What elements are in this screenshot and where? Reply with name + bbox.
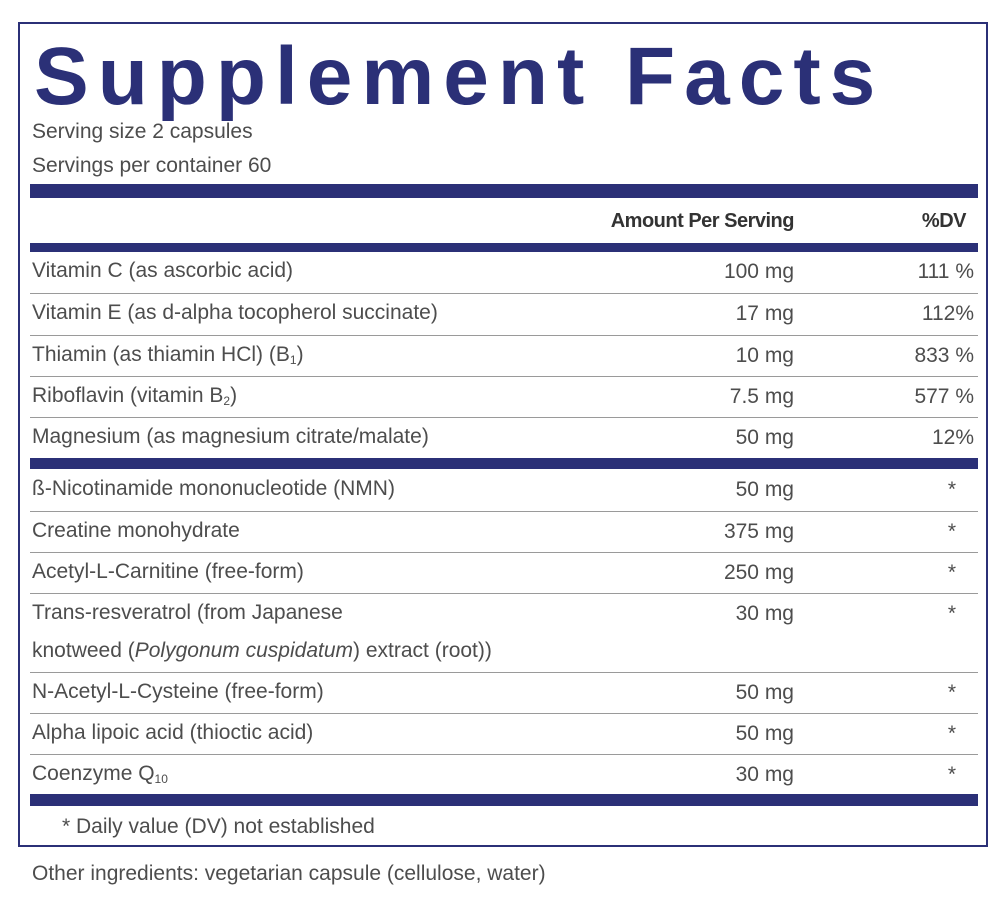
facts-box: Supplement Facts Serving size 2 capsules…: [18, 22, 988, 847]
amount: 30 mg: [735, 602, 794, 625]
row: Coenzyme Q10 30 mg *: [30, 755, 978, 794]
nutrient: Coenzyme Q10: [32, 755, 168, 798]
dv: 577 %: [914, 385, 974, 408]
row: Trans-resveratrol (from Japanese knotweed…: [30, 594, 978, 673]
nutrient: Riboflavin (vitamin B2): [32, 377, 237, 420]
row: Thiamin (as thiamin HCl) (B1) 10 mg 833 …: [30, 336, 978, 377]
text: ß-Nicotinamide mononucleotide (NMN): [32, 477, 395, 500]
thick-rule: [30, 794, 978, 806]
amount: 100 mg: [723, 260, 794, 283]
dv: *: [947, 478, 956, 501]
dv: 112%: [921, 302, 974, 325]
nutrient: Magnesium (as magnesium citrate/malate): [32, 418, 429, 456]
amount: 50 mg: [735, 478, 794, 501]
amount: 250 mg: [723, 561, 794, 584]
title: Supplement Facts: [34, 31, 885, 122]
amount-header: Amount Per Serving: [610, 210, 795, 232]
text: Magnesium (as magnesium citrate/malate): [32, 425, 429, 448]
dv: 12%: [931, 426, 974, 449]
dv: 111 %: [917, 260, 974, 283]
servings-per-container: Servings per container 60: [32, 154, 272, 177]
other-ingredients: Other ingredients: vegetarian capsule (c…: [32, 862, 546, 885]
italic-text: Polygonum cuspidatum: [134, 639, 354, 662]
thick-rule: [30, 458, 978, 469]
rule: [30, 243, 978, 252]
text: knotweed (: [32, 639, 135, 662]
amount: 50 mg: [735, 681, 794, 704]
nutrient: Vitamin E (as d-alpha tocopherol succina…: [32, 294, 438, 332]
text: Trans-resveratrol (from Japanese: [32, 601, 343, 624]
text: Creatine monohydrate: [32, 519, 240, 542]
subscript: 10: [154, 772, 168, 786]
nutrient: Trans-resveratrol (from Japanese knotweed…: [32, 594, 492, 670]
text: Alpha lipoic acid (thioctic acid): [32, 721, 314, 744]
row: Riboflavin (vitamin B2) 7.5 mg 577 %: [30, 377, 978, 418]
amount: 30 mg: [735, 763, 794, 786]
text: Vitamin E (as d-alpha tocopherol succina…: [32, 301, 438, 324]
amount: 50 mg: [735, 722, 794, 745]
thick-rule: [30, 184, 978, 198]
row: Magnesium (as magnesium citrate/malate) …: [30, 418, 978, 457]
dv: *: [947, 681, 956, 704]
dv: *: [947, 561, 956, 584]
row: Alpha lipoic acid (thioctic acid) 50 mg …: [30, 714, 978, 755]
text: N-Acetyl-L-Cysteine (free-form): [32, 680, 324, 703]
dv-header: %DV: [921, 210, 967, 232]
subscript: 1: [289, 353, 297, 367]
text: ): [230, 384, 238, 407]
row: ß-Nicotinamide mononucleotide (NMN) 50 m…: [30, 470, 978, 512]
footnote: * Daily value (DV) not established: [62, 815, 375, 838]
text: ): [296, 343, 304, 366]
text: Coenzyme Q: [32, 762, 155, 785]
nutrient: Creatine monohydrate: [32, 512, 240, 550]
text: ) extract (root)): [353, 639, 492, 662]
amount: 375 mg: [723, 520, 794, 543]
row: Creatine monohydrate 375 mg *: [30, 512, 978, 553]
text: Riboflavin (vitamin B: [32, 384, 224, 407]
subscript: 2: [223, 394, 231, 408]
amount: 50 mg: [735, 426, 794, 449]
nutrient: Vitamin C (as ascorbic acid): [32, 252, 293, 290]
serving-size: Serving size 2 capsules: [32, 120, 253, 143]
amount: 7.5 mg: [729, 385, 794, 408]
dv: *: [947, 602, 956, 625]
nutrient: Alpha lipoic acid (thioctic acid): [32, 714, 313, 752]
dv: *: [947, 763, 956, 786]
text: Vitamin C (as ascorbic acid): [32, 259, 294, 282]
row: N-Acetyl-L-Cysteine (free-form) 50 mg *: [30, 673, 978, 714]
amount: 17 mg: [735, 302, 794, 325]
text: Thiamin (as thiamin HCl) (B: [32, 343, 290, 366]
nutrient: N-Acetyl-L-Cysteine (free-form): [32, 673, 324, 711]
nutrient: ß-Nicotinamide mononucleotide (NMN): [32, 470, 395, 508]
dv: 833 %: [914, 344, 974, 367]
nutrient: Acetyl-L-Carnitine (free-form): [32, 553, 304, 591]
nutrient: Thiamin (as thiamin HCl) (B1): [32, 336, 304, 379]
row: Vitamin C (as ascorbic acid) 100 mg 111 …: [30, 252, 978, 294]
row: Acetyl-L-Carnitine (free-form) 250 mg *: [30, 553, 978, 594]
text: Acetyl-L-Carnitine (free-form): [32, 560, 304, 583]
row: Vitamin E (as d-alpha tocopherol succina…: [30, 294, 978, 336]
dv: *: [947, 722, 956, 745]
amount: 10 mg: [735, 344, 794, 367]
dv: *: [947, 520, 956, 543]
